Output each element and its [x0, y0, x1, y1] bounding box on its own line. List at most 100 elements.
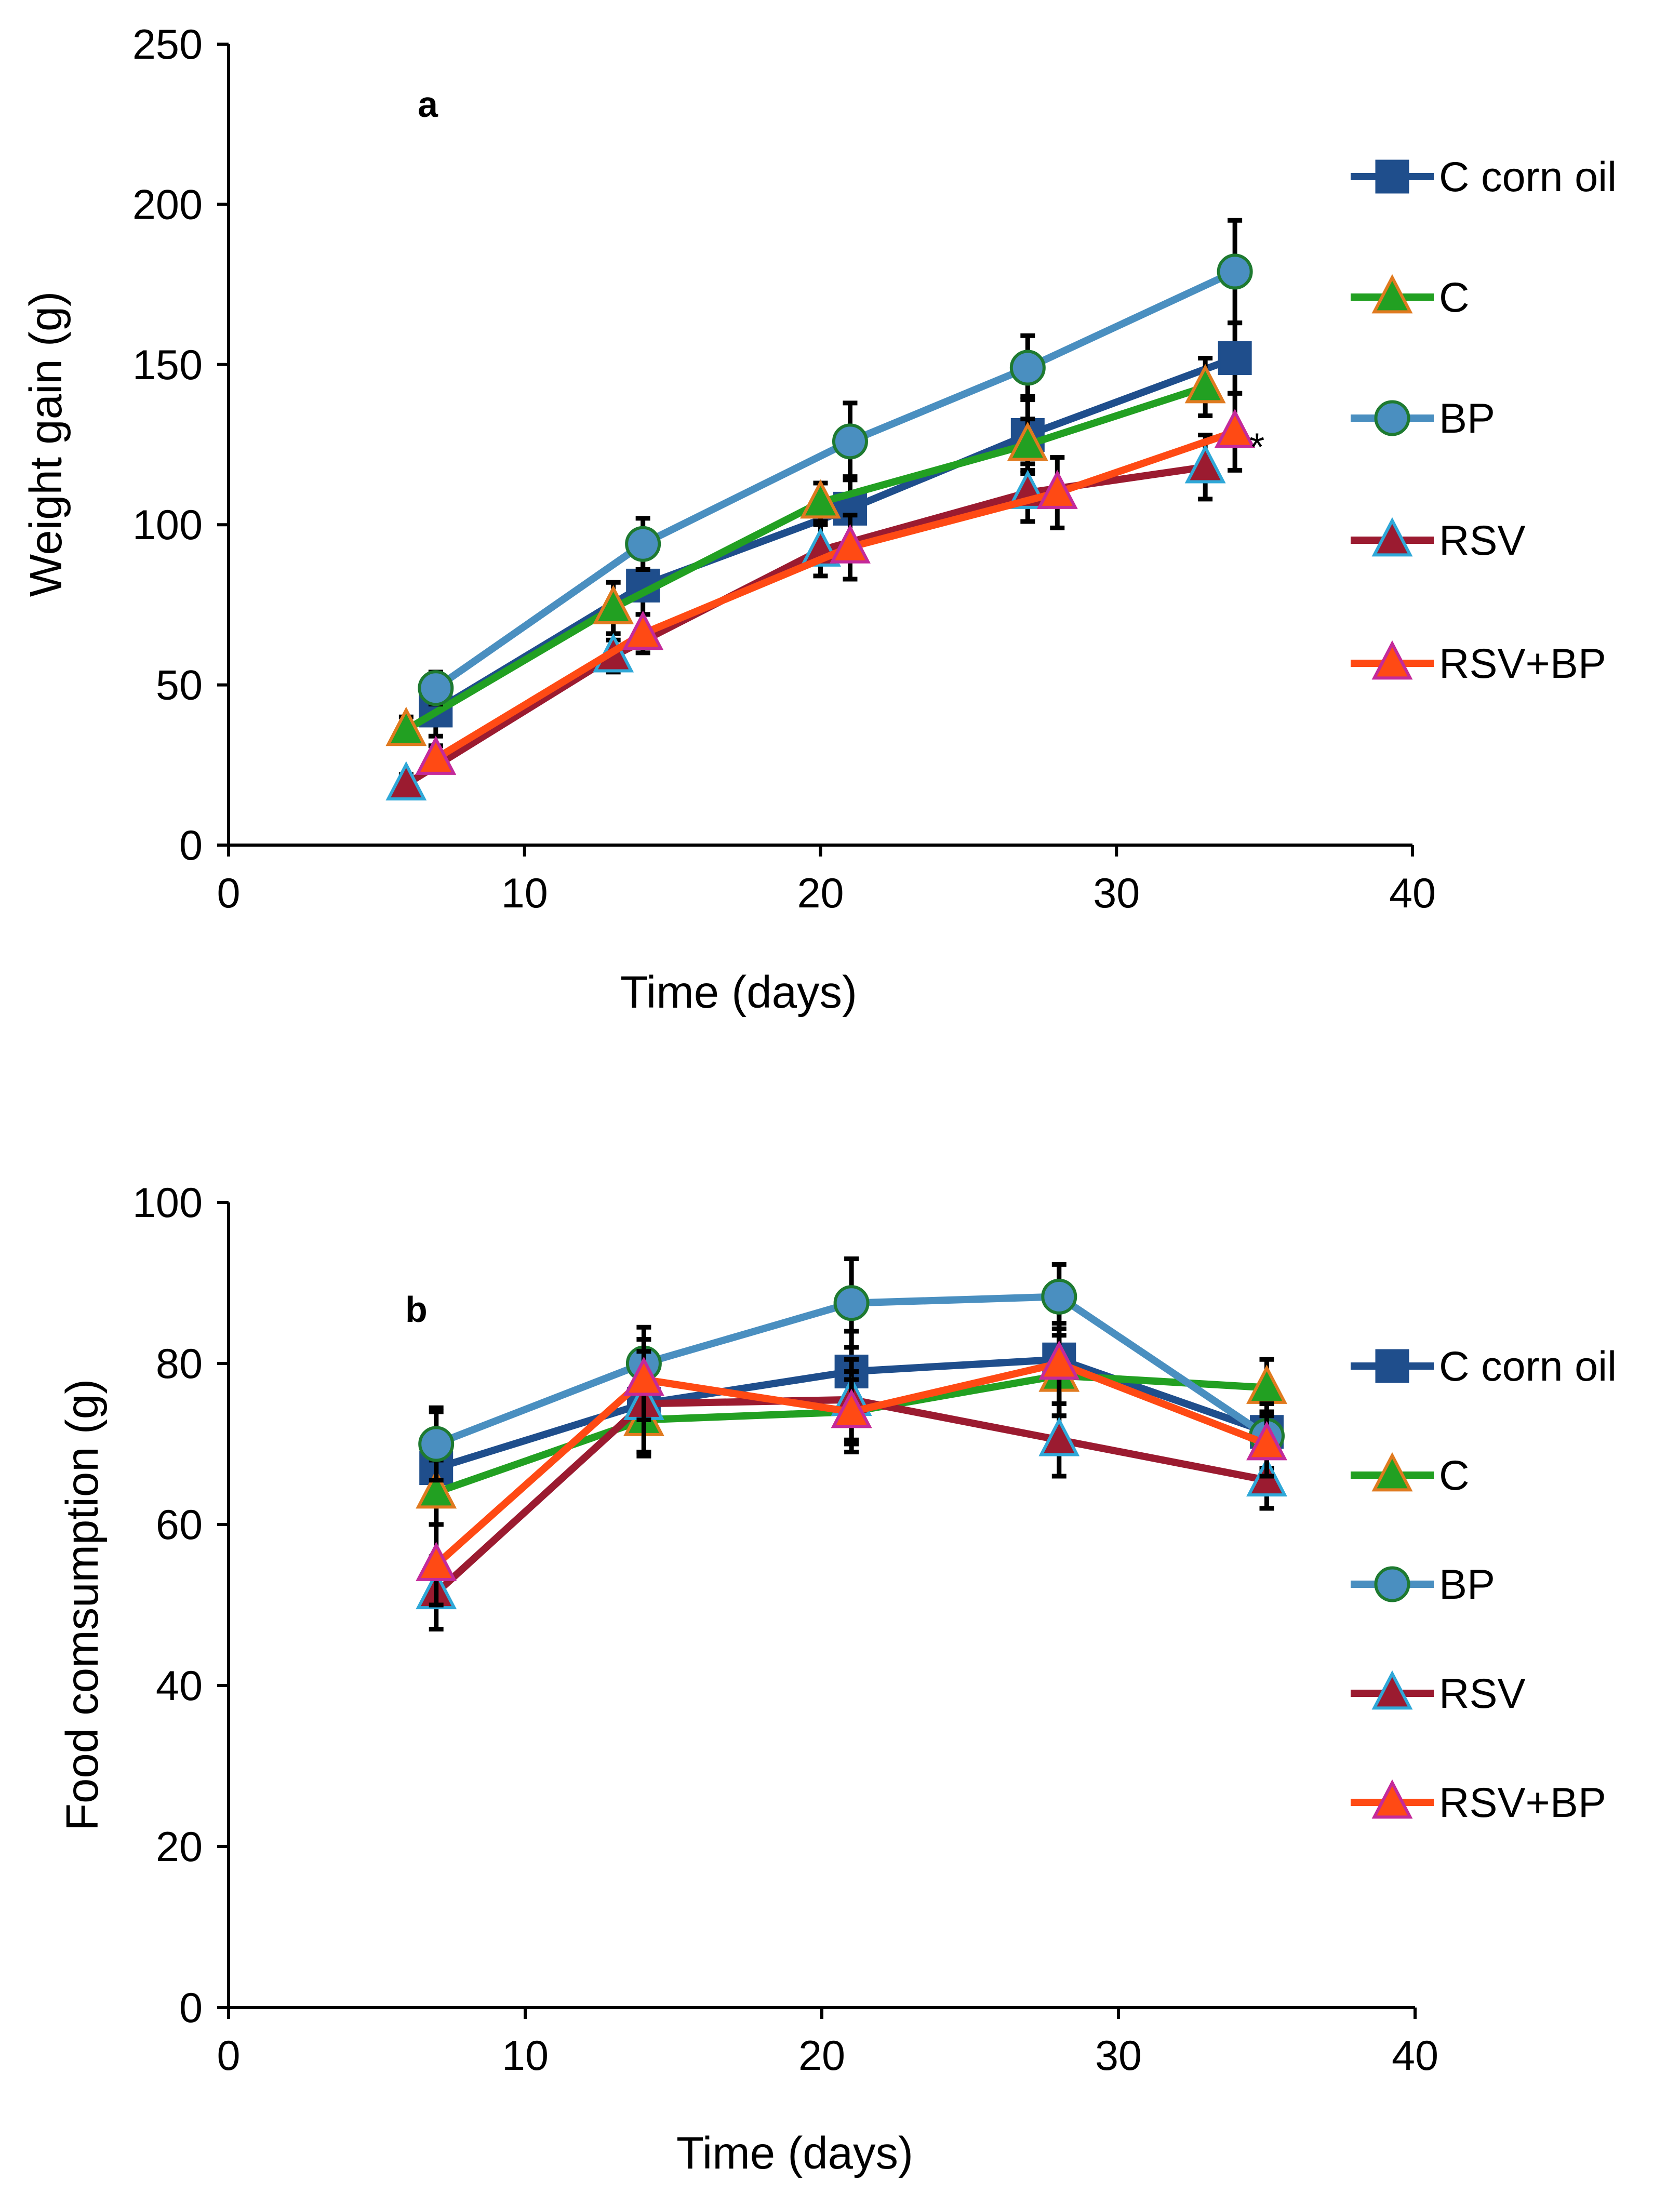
- x-tick-label: 10: [501, 870, 548, 917]
- data-point: [1217, 253, 1253, 290]
- significance-marker: *: [1249, 425, 1264, 469]
- y-tick-label: 100: [132, 1180, 203, 1226]
- x-tick-label: 0: [217, 870, 240, 917]
- data-point: [1009, 350, 1046, 386]
- y-tick-label: 50: [156, 662, 203, 709]
- data-point: [1038, 1340, 1080, 1380]
- legend-label: RSV+BP: [1439, 1780, 1606, 1826]
- y-tick-label: 40: [156, 1663, 203, 1709]
- legend-label: RSV: [1439, 1670, 1526, 1717]
- legend-marker: [1371, 517, 1413, 557]
- data-point: [832, 423, 868, 460]
- legend-label: C: [1439, 1452, 1470, 1499]
- y-tick-label: 200: [132, 181, 203, 228]
- x-tick-label: 30: [1095, 2032, 1142, 2079]
- y-tick-label: 250: [132, 21, 203, 68]
- data-point: [418, 1426, 455, 1462]
- x-tick-label: 40: [1389, 870, 1436, 917]
- series-c-corn-oil: [419, 320, 1252, 739]
- legend-label: RSV+BP: [1439, 640, 1606, 687]
- data-point: [830, 524, 871, 564]
- y-tick-label: 80: [156, 1341, 203, 1387]
- legend-entry: C corn oil: [1351, 154, 1617, 200]
- legend-label: C: [1439, 274, 1470, 321]
- panel-label: a: [418, 84, 438, 125]
- series-line: [432, 354, 1239, 714]
- data-point: [1038, 1416, 1080, 1456]
- y-axis-title: Weight gain (g): [21, 291, 71, 597]
- legend-entry: RSV+BP: [1351, 640, 1606, 687]
- data-point: [831, 1388, 872, 1428]
- data-point: [623, 1356, 664, 1396]
- legend-entry: C: [1351, 1452, 1470, 1499]
- legend-entry: RSV+BP: [1351, 1779, 1606, 1826]
- legend-entry: C corn oil: [1351, 1343, 1617, 1390]
- data-point: [622, 610, 664, 650]
- y-axis-title: Food comsumption (g): [57, 1379, 108, 1831]
- axis-ticks: 0 20 40 60 80 100 0 10 20 30 40: [132, 1180, 1438, 2079]
- y-tick-label: 60: [156, 1502, 203, 1548]
- axis-ticks: 0 50 100 150 200 250 0 10 20 30 40: [132, 21, 1436, 917]
- x-axis-title: Time (days): [620, 967, 857, 1018]
- series-layer: [416, 1256, 1287, 1631]
- y-tick-label: 100: [132, 502, 203, 548]
- data-point: [385, 706, 427, 746]
- legend-marker: [1371, 1452, 1413, 1492]
- data-point: [1041, 1278, 1077, 1315]
- panel-label: b: [405, 1289, 428, 1330]
- data-point: [1246, 1421, 1287, 1461]
- chart-panel-a: Weight gain (g) Time (days) a 0501001502…: [21, 21, 1617, 1018]
- data-point: [418, 670, 454, 706]
- series-c: [385, 355, 1226, 746]
- data-point: [1007, 421, 1048, 461]
- data-point: [415, 735, 457, 775]
- data-point: [1214, 409, 1256, 448]
- chart-panel-b: Food comsumption (g) Time (days) b 0 20 40…: [57, 1180, 1617, 2178]
- legend-marker: [1374, 1566, 1410, 1602]
- legend-marker: [1375, 1349, 1409, 1383]
- legend-marker: [1371, 274, 1413, 314]
- series-bp: [418, 218, 1253, 707]
- data-point: [800, 479, 841, 519]
- x-tick-label: 20: [797, 870, 844, 917]
- x-tick-label: 30: [1093, 870, 1140, 917]
- data-point: [416, 1469, 457, 1509]
- annotations: *: [1249, 425, 1264, 469]
- legend-label: C corn oil: [1439, 154, 1617, 200]
- legend: C corn oil C BP RSV RSV+BP: [1351, 154, 1617, 687]
- legend-entry: C: [1351, 274, 1470, 321]
- legend-entry: BP: [1351, 1561, 1495, 1608]
- x-tick-label: 20: [798, 2032, 845, 2079]
- legend-marker: [1371, 1670, 1413, 1710]
- x-tick-label: 40: [1392, 2032, 1438, 2079]
- legend-entry: RSV: [1351, 1670, 1526, 1717]
- data-point: [1036, 470, 1078, 509]
- series-rsv-bp: [415, 391, 1256, 775]
- legend-label: BP: [1439, 1561, 1495, 1608]
- x-axis-title: Time (days): [676, 2128, 913, 2178]
- legend-entry: RSV: [1351, 517, 1526, 564]
- legend-marker: [1375, 159, 1409, 194]
- series-rsv: [385, 432, 1226, 801]
- legend-marker: [1371, 640, 1413, 680]
- legend: C corn oil C BP RSV RSV+BP: [1351, 1343, 1617, 1826]
- data-point: [593, 585, 634, 624]
- y-tick-label: 0: [179, 1985, 203, 2031]
- y-tick-label: 20: [156, 1824, 203, 1870]
- data-point: [1218, 341, 1252, 375]
- x-tick-label: 10: [502, 2032, 549, 2079]
- series-rsv-bp: [416, 1321, 1287, 1608]
- data-point: [1184, 364, 1226, 404]
- legend-label: RSV: [1439, 517, 1526, 564]
- y-tick-label: 0: [179, 822, 203, 869]
- legend-entry: BP: [1351, 395, 1495, 442]
- data-point: [625, 526, 661, 562]
- x-tick-label: 0: [217, 2032, 240, 2079]
- legend-label: BP: [1439, 395, 1495, 442]
- legend-marker: [1374, 400, 1410, 436]
- data-point: [385, 761, 427, 801]
- legend-marker: [1371, 1779, 1413, 1819]
- legend-label: C corn oil: [1439, 1343, 1617, 1390]
- y-tick-label: 150: [132, 342, 203, 389]
